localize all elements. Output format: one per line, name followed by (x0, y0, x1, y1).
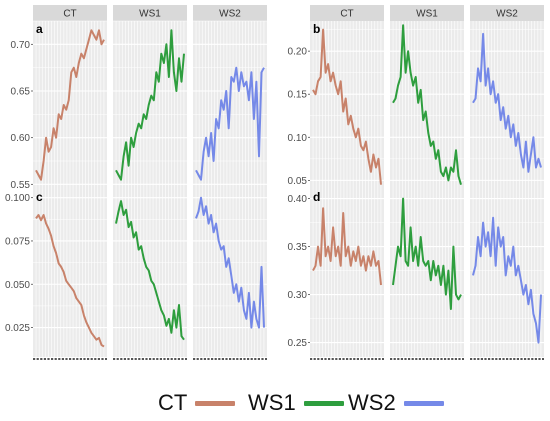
facet-a-ct: CT (33, 5, 107, 192)
facet-a-ws1: WS1 (113, 5, 187, 192)
legend-swatch-ws1 (303, 400, 344, 406)
facet-strip-label: CT (63, 9, 76, 20)
series-line-ct (312, 28, 382, 185)
facet-strip (193, 5, 267, 21)
y-tick-label: 0.050 (5, 280, 30, 291)
y-tick-label: 0.075 (5, 236, 30, 247)
panel-letter: d (313, 190, 320, 204)
facet-d-ws1 (390, 189, 464, 360)
series-line-ws1 (392, 24, 462, 185)
y-tick-label: 0.55 (11, 180, 31, 191)
series-line-ws2 (472, 216, 542, 344)
facet-c-ws2 (193, 189, 267, 360)
facet-b-ws2: WS2 (470, 5, 544, 192)
legend-item-ws1: WS1 (248, 388, 344, 418)
series-line-ws2 (472, 32, 542, 173)
facet-d-ws2 (470, 189, 544, 360)
legend-item-ws2: WS2 (348, 388, 444, 418)
legend-item-ct: CT (158, 388, 236, 418)
facet-c-ws1 (113, 189, 187, 360)
legend: CT WS1 WS2 (0, 388, 550, 418)
figure: CT WS1 WS2 0.70 0.65 0.60 0.55 a CT WS1 WS2 0.20 0.1… (5, 5, 544, 360)
series-line-ct (35, 214, 105, 348)
y-tick-label: 0.35 (288, 242, 308, 253)
panel-letter: a (36, 22, 43, 36)
legend-label-ws1: WS1 (248, 390, 296, 415)
y-tick-label: 0.65 (11, 87, 31, 98)
panel-letter: b (313, 22, 320, 36)
facet-a-ws2: WS2 (193, 5, 267, 192)
y-tick-label: 0.30 (288, 290, 308, 301)
facet-strip-label: WS2 (219, 9, 241, 20)
series-line-ct (312, 207, 382, 286)
panel-d: 0.40 0.35 0.30 0.25 d (288, 189, 544, 360)
legend-swatch-ct (195, 400, 236, 406)
legend-label-ws2: WS2 (348, 390, 396, 415)
facet-strip (33, 5, 107, 21)
legend-swatch-ws2 (403, 400, 444, 406)
panel-letter: c (36, 190, 43, 204)
y-tick-label: 0.15 (288, 90, 308, 101)
y-tick-label: 0.05 (288, 176, 308, 187)
series-line-ws1 (392, 197, 462, 310)
y-tick-label: 0.025 (5, 323, 30, 334)
panel-b: CT WS1 WS2 0.20 0.15 0.10 0.05 b (288, 5, 544, 192)
facet-strip (113, 5, 187, 21)
facet-b-ct: CT (310, 5, 384, 192)
series-line-ws1 (115, 200, 185, 341)
y-tick-label: 0.10 (288, 133, 308, 144)
legend-label-ct: CT (158, 390, 188, 415)
y-tick-label: 0.60 (11, 133, 31, 144)
panel-c: 0.100 0.075 0.050 0.025 c (5, 189, 267, 360)
series-line-ws1 (115, 29, 185, 181)
panel-a: CT WS1 WS2 0.70 0.65 0.60 0.55 a (11, 5, 267, 192)
series-line-ws2 (195, 66, 265, 181)
y-tick-label: 0.40 (288, 194, 308, 205)
y-tick-label: 0.100 (5, 193, 30, 204)
facet-strip-label: CT (340, 9, 353, 20)
facet-c-ct (33, 189, 107, 360)
facet-strip-label: WS1 (416, 9, 438, 20)
y-tick-label: 0.25 (288, 338, 308, 349)
series-line-ws2 (195, 196, 265, 329)
facet-b-ws1: WS1 (390, 5, 464, 192)
facet-d-ct (310, 189, 384, 360)
y-tick-label: 0.20 (288, 47, 308, 58)
y-tick-label: 0.70 (11, 40, 31, 51)
facet-strip (470, 5, 544, 21)
facet-strip (390, 5, 464, 21)
facet-strip-label: WS2 (496, 9, 518, 20)
facet-strip (310, 5, 384, 21)
series-line-ct (35, 29, 105, 181)
facet-strip-label: WS1 (139, 9, 161, 20)
